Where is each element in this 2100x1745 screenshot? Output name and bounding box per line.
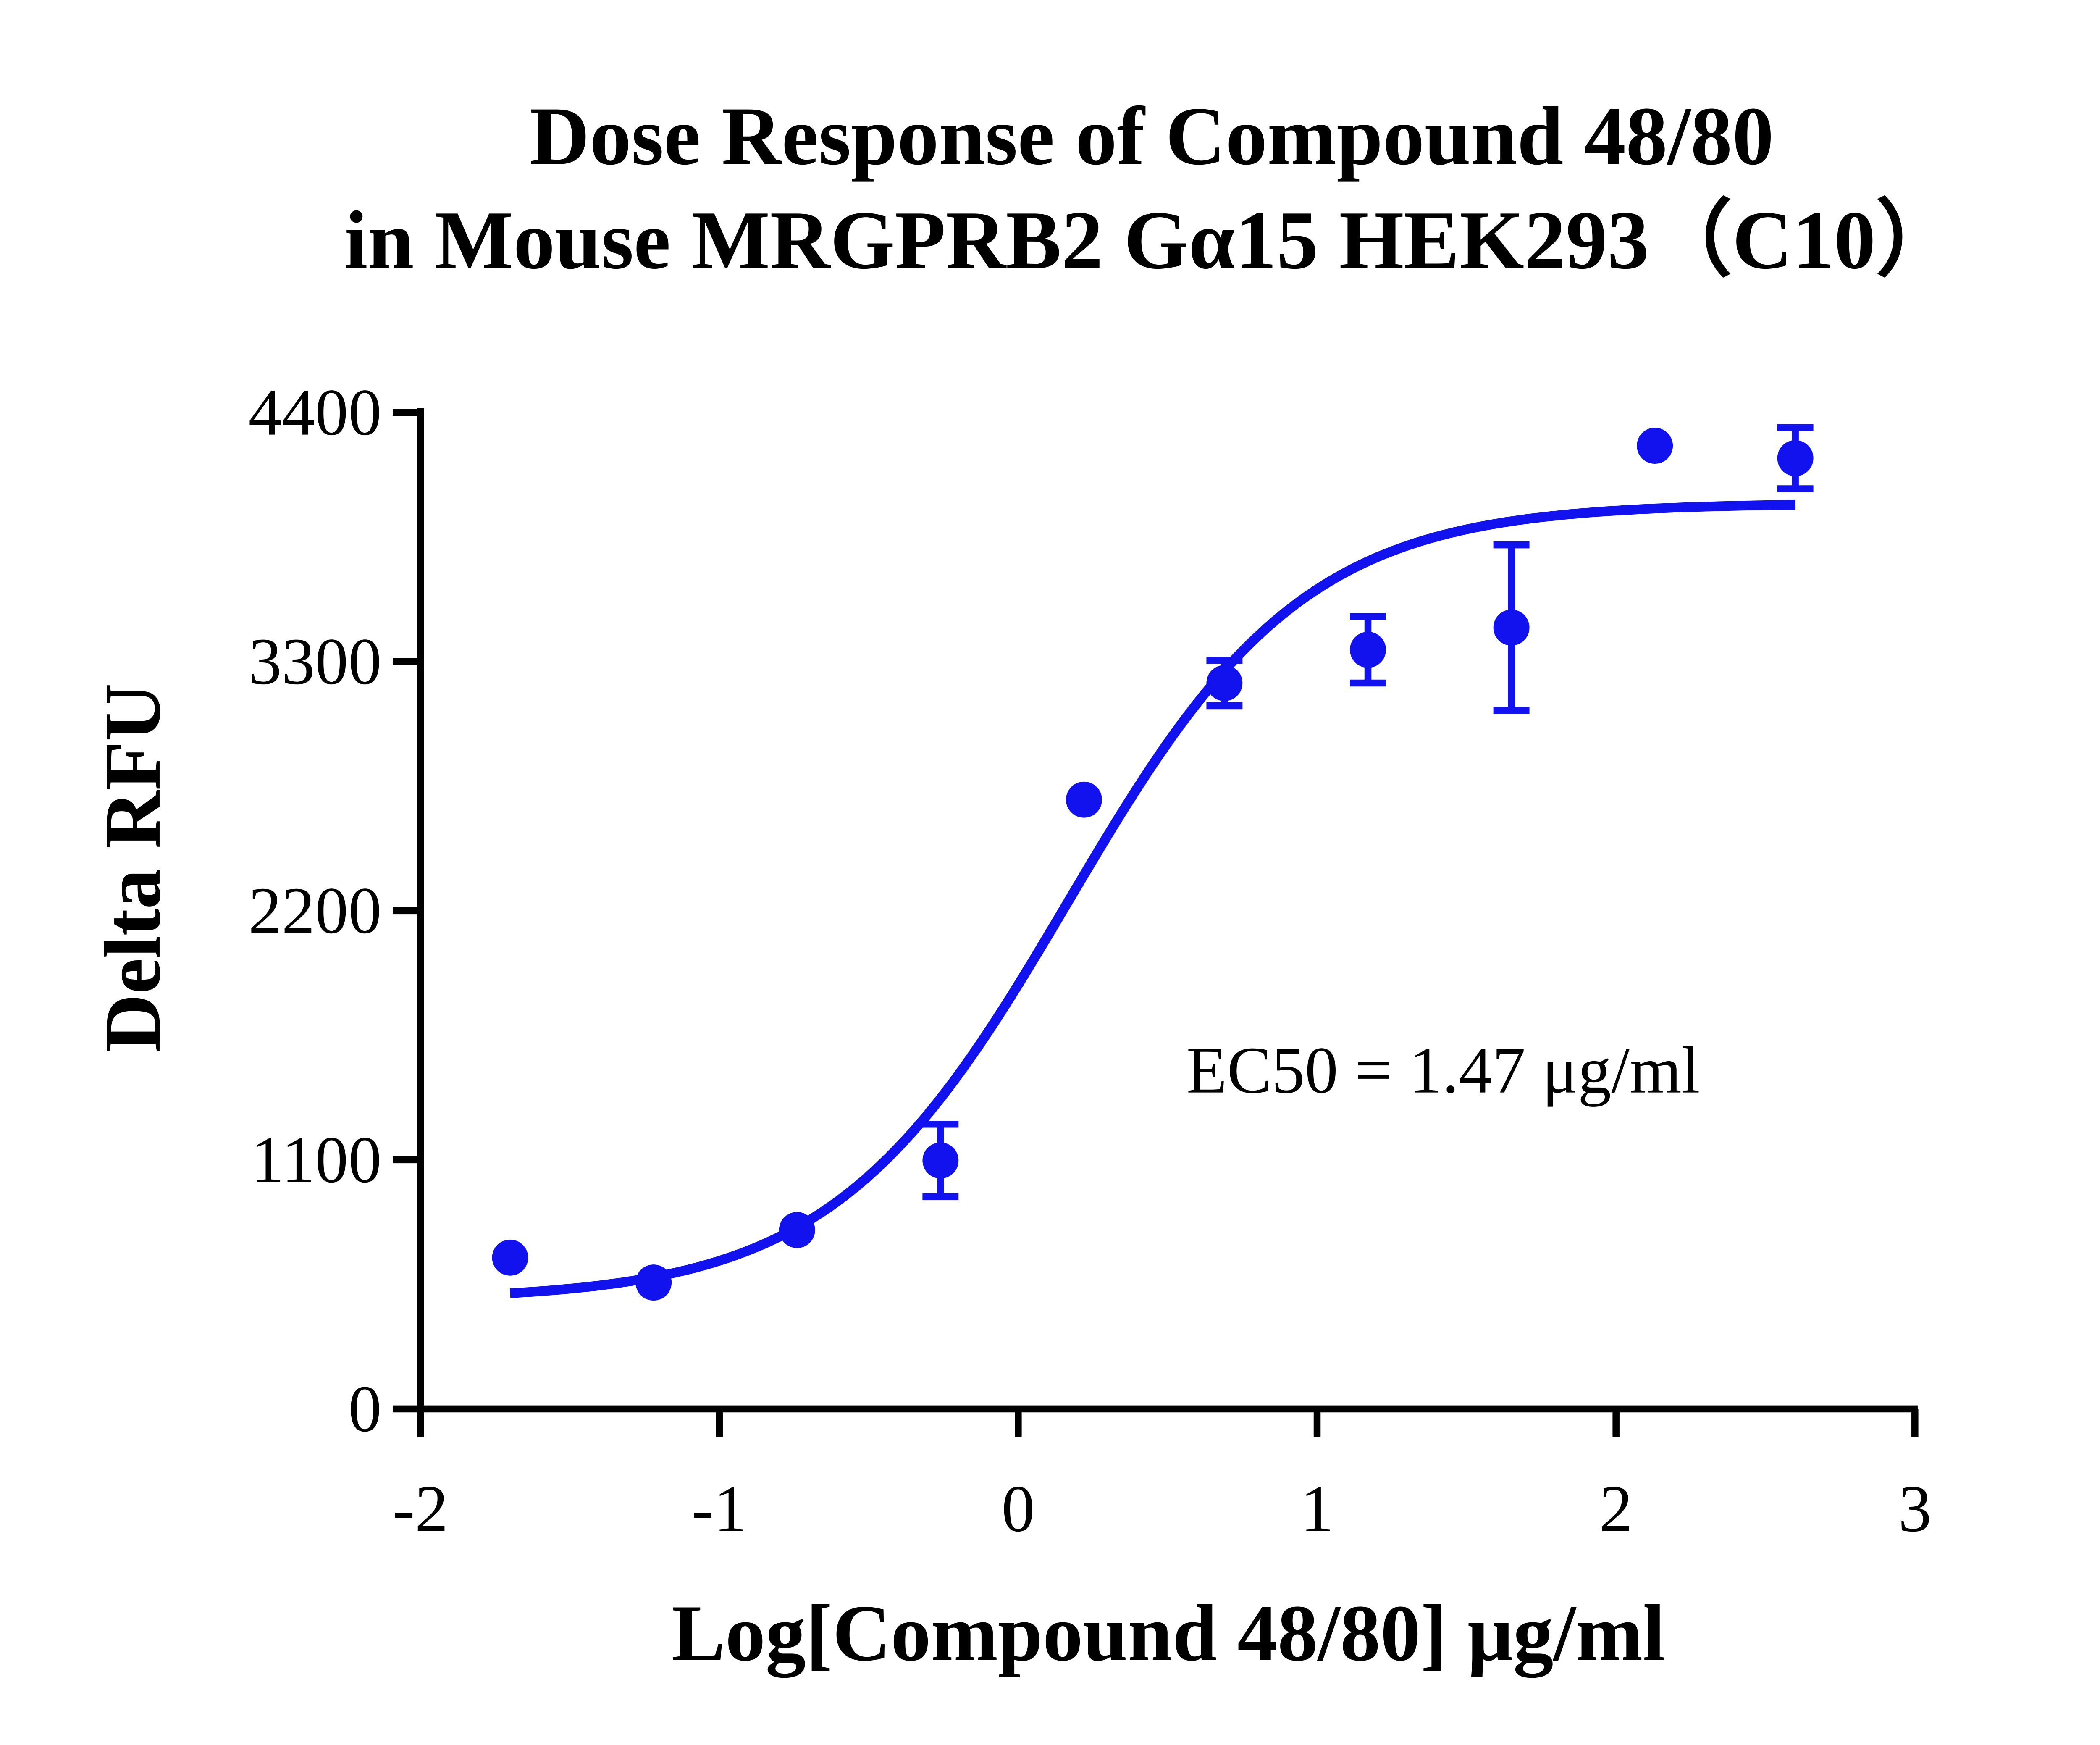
x-tick-label: -2 <box>393 1472 448 1546</box>
data-point <box>1493 609 1530 646</box>
data-point <box>492 1239 528 1276</box>
y-tick-label: 1100 <box>251 1123 381 1197</box>
y-tick-label: 0 <box>348 1372 381 1446</box>
y-tick-label: 3300 <box>248 625 381 699</box>
y-tick-label: 2200 <box>248 874 381 948</box>
data-point <box>922 1142 959 1179</box>
y-axis-label: Delta RFU <box>88 683 177 1052</box>
data-point <box>1206 665 1243 701</box>
fit-curve <box>509 499 1796 1298</box>
chart-title: in Mouse MRGPRB2 Gα15 HEK293（C10） <box>344 194 1959 286</box>
data-point <box>1637 428 1673 464</box>
data-point <box>635 1264 672 1301</box>
x-tick-label: -1 <box>692 1472 747 1546</box>
annotation: EC50 = 1.47 μg/ml <box>1186 1034 1700 1107</box>
x-tick-label: 0 <box>1002 1472 1035 1546</box>
data-point <box>1066 781 1102 818</box>
y-tick-label: 4400 <box>248 376 381 449</box>
x-tick-label: 3 <box>1898 1472 1932 1546</box>
x-axis-label: Log[Compound 48/80] μg/ml <box>672 1589 1665 1678</box>
data-point <box>1777 440 1814 476</box>
data-point <box>1350 631 1386 668</box>
chart-title: Dose Response of Compound 48/80 <box>530 89 1774 182</box>
x-tick-label: 1 <box>1300 1472 1334 1546</box>
data-point <box>779 1212 815 1248</box>
x-tick-label: 2 <box>1599 1472 1633 1546</box>
